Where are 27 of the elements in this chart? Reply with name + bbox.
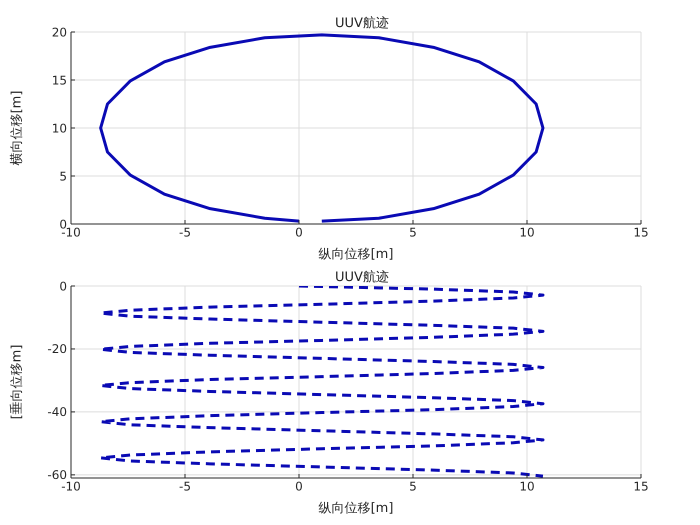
chart-title: UUV航迹: [334, 269, 390, 286]
x-tick-label: 10: [519, 480, 535, 494]
x-tick-label: 0: [295, 480, 303, 494]
x-axis-title: 纵向位移[m]: [318, 501, 394, 516]
x-tick-label: -5: [179, 480, 191, 494]
x-tick-label: 15: [633, 480, 649, 494]
chart-title: UUV航迹: [334, 15, 390, 32]
x-tick-label: 10: [519, 226, 535, 240]
y-axis-title: [垂向位移m]: [10, 344, 25, 420]
x-tick-label: -10: [61, 480, 81, 494]
x-tick-label: 5: [409, 226, 417, 240]
x-tick-label: 5: [409, 480, 417, 494]
x-tick-label: 15: [633, 226, 649, 240]
y-tick-label: 15: [52, 73, 67, 88]
line-series: [99, 286, 544, 478]
y-tick-label: 10: [52, 121, 67, 136]
x-tick-label: -5: [179, 226, 191, 240]
y-axis-title: 横向位移[m]: [10, 90, 25, 166]
y-tick-label: 20: [52, 25, 67, 40]
y-tick-label: -60: [47, 468, 67, 482]
y-tick-label: 0: [59, 279, 67, 294]
y-tick-label: -40: [47, 405, 67, 420]
x-axis-title: 纵向位移[m]: [318, 247, 394, 262]
line-series: [99, 33, 544, 223]
y-tick-label: -20: [47, 342, 67, 356]
x-tick-label: 0: [295, 226, 303, 240]
y-tick-label: 5: [59, 169, 67, 184]
